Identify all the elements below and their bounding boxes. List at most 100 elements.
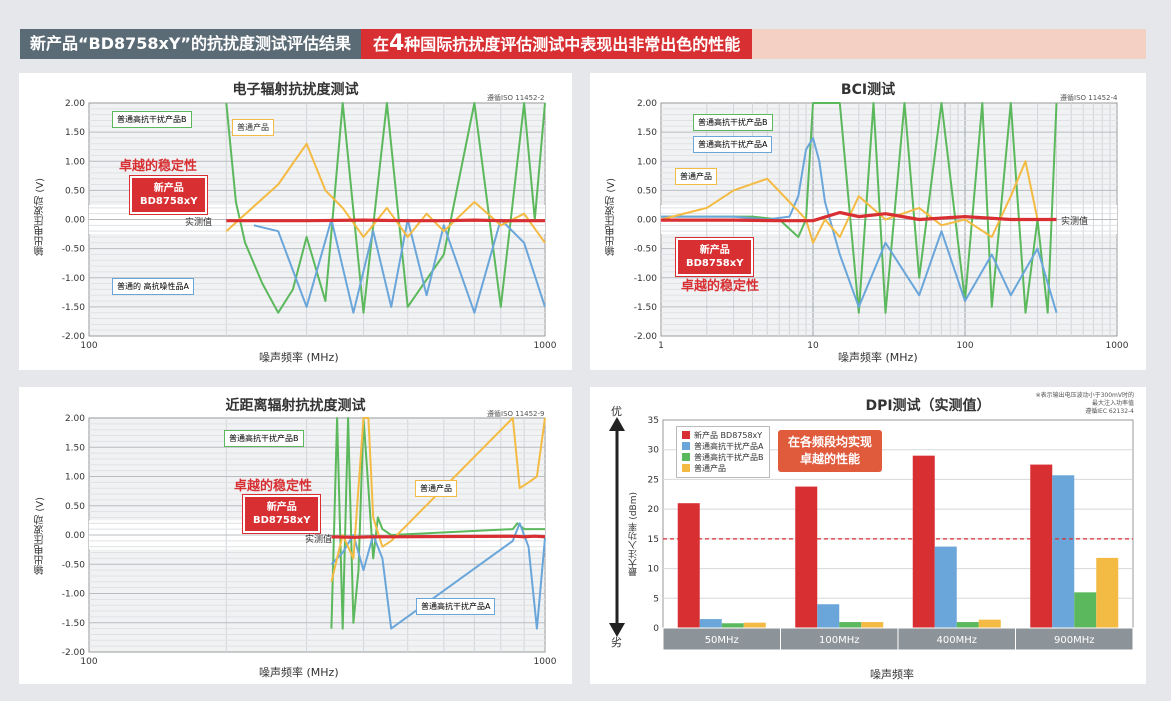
chart-radiated-immunity: 2.00 1.50 1.00 0.50 0.00 -0.50 -1.00 -1.50 -2.00… xyxy=(62,99,557,351)
series-line xyxy=(661,102,1058,314)
legend-text: 普通产品 xyxy=(694,464,726,473)
y-tick-label: 20 xyxy=(648,505,660,515)
new-product-label: 新产品 xyxy=(266,502,297,513)
y-tick-label: 10 xyxy=(648,565,660,575)
stability-text: 卓越的稳定性 xyxy=(234,479,313,494)
series-line xyxy=(661,137,1058,313)
y-tick-label: -2.00 xyxy=(634,332,658,342)
legend-text: 新产品 BD8758xY xyxy=(694,431,763,440)
x-axis-label: 噪声频率 (MHz) xyxy=(259,351,339,364)
y-tick-label: 1.50 xyxy=(637,128,657,138)
x-tick-label: 100MHz xyxy=(819,635,859,646)
legend-swatch-green xyxy=(682,453,690,461)
bar xyxy=(817,604,840,628)
bar xyxy=(861,622,884,628)
best-label: 优 xyxy=(611,405,622,418)
performance-callout: 在各频段均实现 卓越的性能 xyxy=(778,430,883,472)
new-product-model: BD8758xY xyxy=(253,515,311,526)
bar xyxy=(978,619,1001,628)
x-tick-label: 1 xyxy=(658,341,664,351)
measured-label: 实测值 xyxy=(1061,217,1089,227)
y-tick-label: 30 xyxy=(648,446,660,456)
y-tick-label: -2.00 xyxy=(62,648,86,658)
tag-standard-product: 普通产品 xyxy=(675,168,717,185)
x-axis-label: 噪声频率 (MHz) xyxy=(259,666,339,679)
new-product-label: 新产品 xyxy=(699,245,730,256)
legend-swatch-blue xyxy=(682,442,690,450)
chart-title: 近距离辐射抗扰度测试 xyxy=(225,398,366,414)
y-tick-label: 35 xyxy=(648,416,659,426)
chart-title: 电子辐射抗扰度测试 xyxy=(232,82,359,98)
y-tick-label: 0.50 xyxy=(65,186,85,196)
arrow-down-icon xyxy=(609,623,625,637)
callout-line-1: 在各频段均实现 xyxy=(788,435,873,449)
y-axis-label: 输出电压波动 (V) xyxy=(606,178,617,256)
panel-dpi: 35 30 25 20 15 10 5 0 50MHz 100MHz 400MHz 900MHz DP… xyxy=(590,387,1146,684)
y-tick-label: -0.50 xyxy=(634,245,658,255)
tag-product-a: 普通的 高抗噪性品A xyxy=(112,278,195,295)
y-tick-label: -0.50 xyxy=(62,245,86,255)
y-tick-label: 1.50 xyxy=(65,128,85,138)
x-tick-label: 1000 xyxy=(1106,341,1129,351)
bar xyxy=(956,622,979,628)
y-tick-label: 15 xyxy=(648,535,659,545)
stability-text: 卓越的稳定性 xyxy=(119,159,198,174)
new-product-box: 新产品 BD8758xY xyxy=(676,238,754,276)
x-axis-label: 噪声频率 xyxy=(870,668,914,681)
series-line xyxy=(330,417,546,583)
bar xyxy=(912,455,935,628)
x-tick-label: 400MHz xyxy=(937,635,977,646)
standard-label: 遵循IEC 62132-4 xyxy=(1085,408,1134,415)
y-tick-label: 2.00 xyxy=(65,99,85,109)
bar xyxy=(1030,464,1053,628)
x-tick-label: 50MHz xyxy=(705,635,739,646)
y-tick-label: 0.50 xyxy=(65,502,85,512)
bar xyxy=(934,546,957,628)
banner-left: 新产品“BD8758xY”的抗扰度测试评估结果 xyxy=(20,29,361,59)
standard-label: 遵循ISO 11452-9 xyxy=(487,410,545,418)
panel-proximity-immunity: 2.00 1.50 1.00 0.50 0.00 -0.50 -1.00 -1.50 -2.00… xyxy=(19,387,572,684)
measured-label: 实测值 xyxy=(185,218,213,228)
series-line xyxy=(331,534,546,539)
legend-item-a: 普通高抗干扰产品A xyxy=(682,441,764,452)
bar xyxy=(743,622,766,628)
legend-text: 普通高抗干扰产品A xyxy=(694,442,764,451)
legend-item-new: 新产品 BD8758xY xyxy=(682,430,764,441)
legend-swatch-red xyxy=(682,431,690,439)
y-tick-label: 2.00 xyxy=(65,414,85,424)
y-tick-label: 0 xyxy=(653,624,659,634)
new-product-box: 新产品 BD8758xY xyxy=(130,176,208,214)
y-tick-label: 0.00 xyxy=(65,216,85,226)
worst-label: 劣 xyxy=(611,636,622,649)
y-tick-label: 0.50 xyxy=(637,186,657,196)
note-line-1: ※表示输出电压波动小于300mV时的 xyxy=(1035,392,1134,399)
y-tick-label: -1.50 xyxy=(62,619,86,629)
x-tick-label: 900MHz xyxy=(1054,635,1094,646)
new-product-model: BD8758xY xyxy=(140,196,198,207)
y-axis-label: 输出电压波动 (V) xyxy=(35,497,46,575)
y-axis-label: 最大注入功率 (dBm) xyxy=(629,492,639,577)
banner-right: 在4种国际抗扰度评估测试中表现出非常出色的性能 xyxy=(360,29,753,59)
tag-standard-product: 普通产品 xyxy=(232,119,274,136)
y-tick-label: 2.00 xyxy=(637,99,657,109)
x-tick-label: 100 xyxy=(956,341,973,351)
tag-product-a: 普通高抗干扰产品A xyxy=(416,598,496,615)
y-tick-label: -1.50 xyxy=(62,303,86,313)
x-axis-label: 噪声频率 (MHz) xyxy=(838,351,918,364)
bar xyxy=(677,503,700,628)
legend-swatch-yellow xyxy=(682,464,690,472)
new-product-label: 新产品 xyxy=(153,183,184,194)
x-tick-label: 100 xyxy=(80,341,97,351)
x-tick-label: 100 xyxy=(80,657,97,667)
panel-bci: 2.00 1.50 1.00 0.50 0.00 -0.50 -1.00 -1.50 -2.00… xyxy=(590,73,1146,370)
bar xyxy=(699,619,722,628)
bar xyxy=(1096,557,1119,628)
category-cell xyxy=(1015,627,1134,651)
chart-title: BCI测试 xyxy=(840,82,896,98)
bar xyxy=(721,623,744,628)
banner-right-pre: 在 xyxy=(372,35,389,54)
bar xyxy=(839,622,862,628)
legend-text: 普通高抗干扰产品B xyxy=(694,453,764,462)
y-tick-label: -2.00 xyxy=(62,332,86,342)
x-tick-label: 1000 xyxy=(534,657,557,667)
